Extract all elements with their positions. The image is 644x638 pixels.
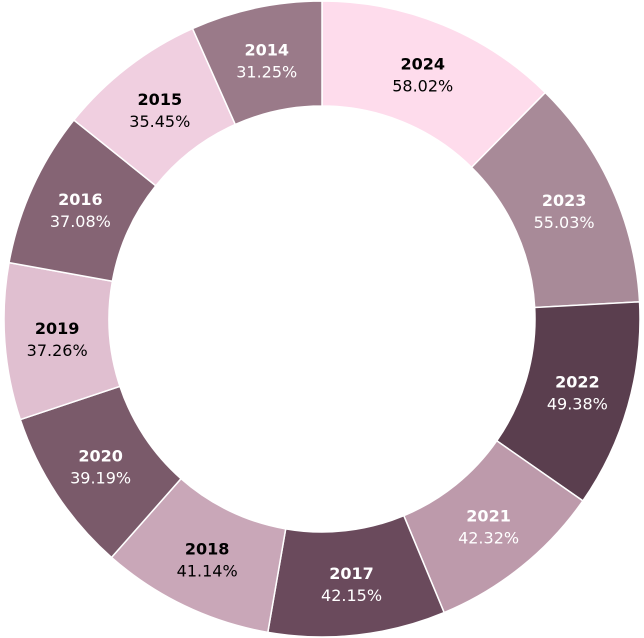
slice-label-value-2016: 37.08% [50, 212, 111, 231]
slice-label-value-2021: 42.32% [458, 529, 519, 548]
slice-label-category-2021: 2021 [466, 507, 511, 526]
slice-label-value-2020: 39.19% [70, 469, 131, 488]
slice-label-value-2015: 35.45% [129, 112, 190, 131]
slice-label-category-2024: 2024 [400, 54, 445, 73]
segments-group [3, 0, 641, 638]
slice-label-value-2019: 37.26% [27, 341, 88, 360]
slice-label-category-2016: 2016 [58, 190, 103, 209]
slice-label-value-2024: 58.02% [392, 76, 453, 95]
slice-label-value-2022: 49.38% [547, 395, 608, 414]
slice-label-category-2015: 2015 [138, 90, 183, 109]
slice-2014[interactable] [191, 0, 323, 126]
slice-label-category-2019: 2019 [35, 319, 80, 338]
slice-label-value-2023: 55.03% [534, 213, 595, 232]
slice-label-category-2018: 2018 [185, 539, 230, 558]
labels-group: 2024 58.02% 2023 55.03% 2022 49.38% 2021 42.32%… [27, 40, 608, 605]
slice-label-category-2017: 2017 [329, 564, 374, 583]
slice-label-category-2020: 2020 [78, 447, 123, 466]
slice-label-value-2017: 42.15% [321, 586, 382, 605]
slice-label-value-2014: 31.25% [236, 62, 297, 81]
slice-label-value-2018: 41.14% [177, 561, 238, 580]
slice-label-category-2022: 2022 [555, 373, 600, 392]
slice-label-category-2014: 2014 [244, 40, 289, 59]
slice-label-category-2023: 2023 [542, 191, 587, 210]
